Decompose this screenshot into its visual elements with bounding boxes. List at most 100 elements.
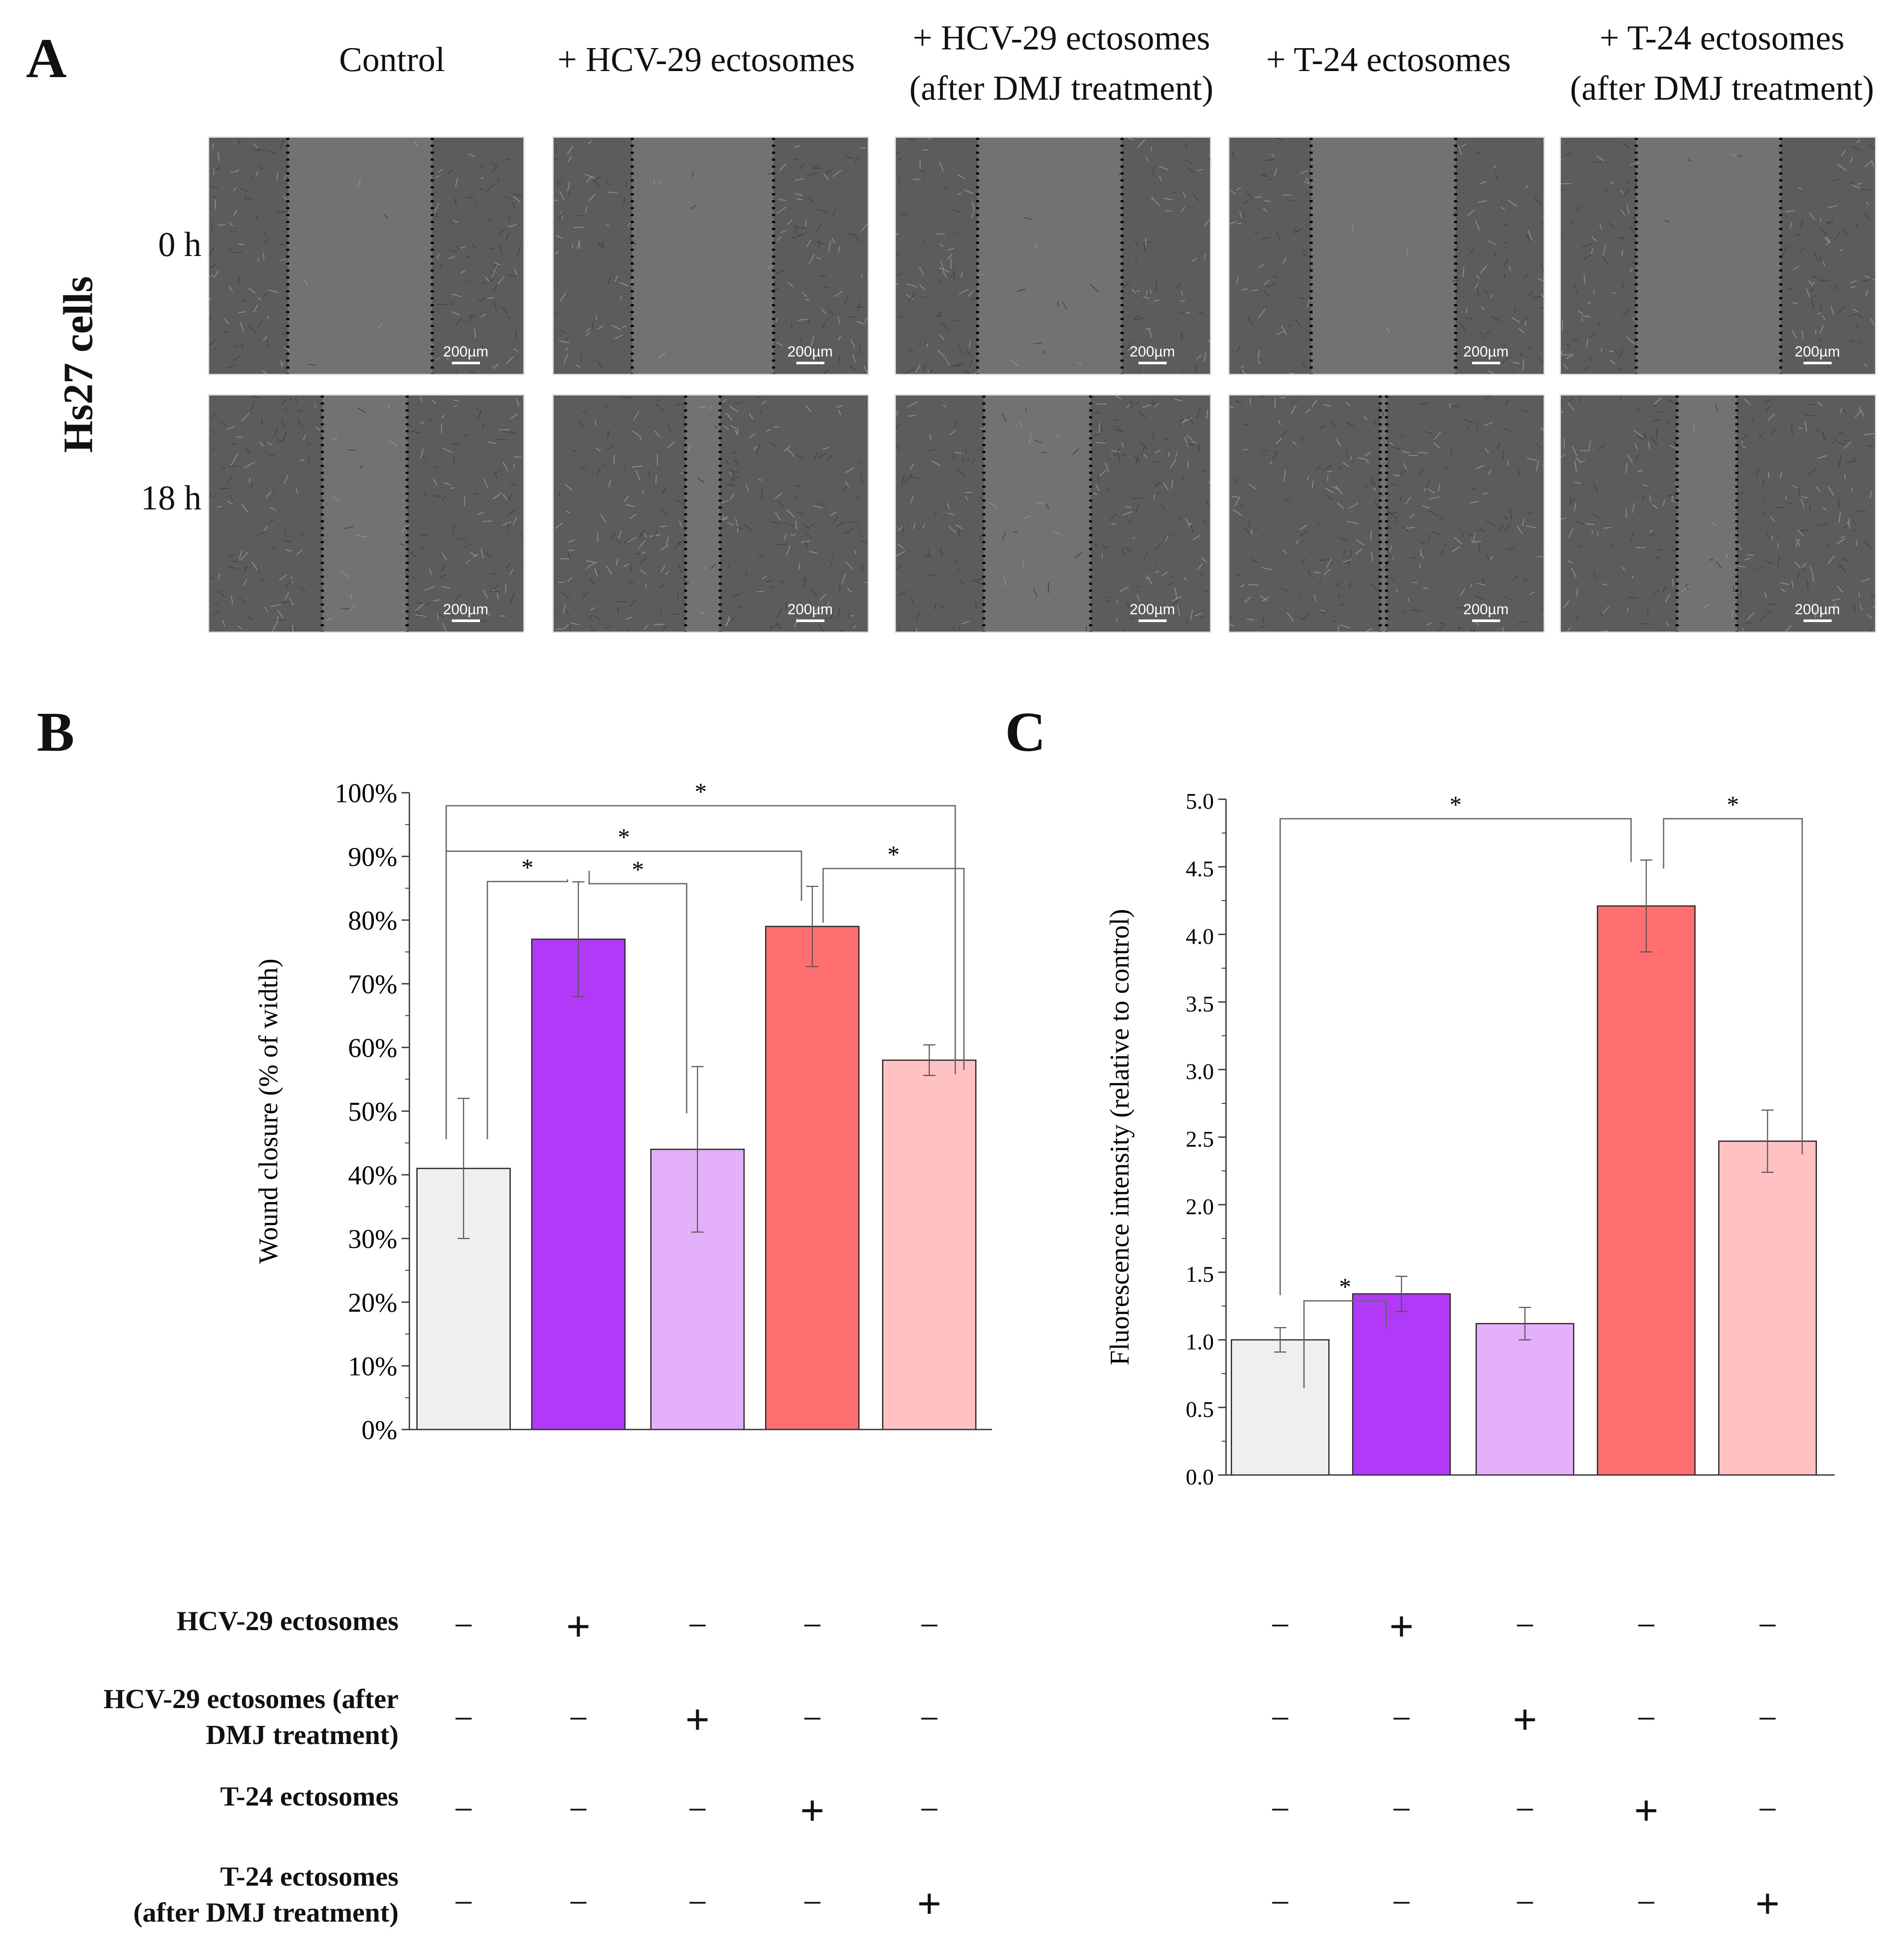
condition-absent-mark: −: [802, 1884, 822, 1922]
scale-bar-label: 200µm: [1130, 344, 1175, 360]
micrograph-image: 200µm: [1560, 136, 1876, 375]
y-tick-label: 5.0: [1186, 789, 1214, 814]
condition-present-mark: +: [800, 1786, 825, 1835]
condition-absent-mark: −: [1515, 1884, 1535, 1922]
column-header-line1: + T-24 ectosomes: [1266, 41, 1511, 79]
significance-star: *: [1450, 791, 1462, 818]
column-header-line1: + HCV-29 ectosomes: [557, 41, 855, 79]
time-row-label: 18 h: [141, 479, 201, 517]
column-header-line1: + HCV-29 ectosomes: [912, 19, 1210, 57]
significance-star: *: [888, 841, 900, 868]
scale-bar-label: 200µm: [788, 601, 833, 618]
condition-absent-mark: −: [1758, 1791, 1777, 1829]
significance-star: *: [632, 856, 644, 883]
y-tick-label: 2.0: [1186, 1195, 1214, 1219]
condition-absent-mark: −: [1392, 1884, 1411, 1922]
condition-absent-mark: −: [688, 1607, 707, 1645]
micrograph-image: 200µm: [208, 136, 525, 375]
micrograph-image: 200µm: [208, 394, 525, 633]
micrograph-image: 200µm: [552, 394, 869, 633]
column-header-line1: + T-24 ectosomes: [1599, 19, 1845, 57]
significance-bracket: [822, 868, 965, 1070]
y-tick-label: 70%: [348, 970, 397, 999]
condition-label: HCV-29 ectosomes (after DMJ treatment): [17, 1681, 399, 1753]
condition-label-line1: HCV-29 ectosomes (after: [103, 1683, 399, 1714]
condition-absent-mark: −: [568, 1884, 588, 1922]
significance-star: *: [1339, 1274, 1351, 1300]
column-header: Control: [197, 35, 587, 85]
condition-absent-mark: −: [1636, 1607, 1656, 1645]
condition-absent-mark: −: [1758, 1607, 1777, 1645]
condition-absent-mark: −: [1392, 1791, 1411, 1829]
condition-present-mark: +: [685, 1695, 710, 1744]
column-header-line1: Control: [339, 41, 445, 79]
y-tick-label: 40%: [348, 1161, 397, 1190]
scale-bar-label: 200µm: [788, 344, 833, 360]
condition-present-mark: +: [917, 1880, 942, 1928]
condition-absent-mark: −: [1636, 1700, 1656, 1738]
condition-present-mark: +: [1512, 1695, 1537, 1744]
column-header: + T-24 ectosomes (after DMJ treatment): [1527, 13, 1904, 113]
micrograph-image: 200µm: [895, 394, 1211, 633]
condition-absent-mark: −: [802, 1607, 822, 1645]
condition-absent-mark: −: [919, 1700, 939, 1738]
condition-absent-mark: −: [454, 1791, 474, 1829]
condition-absent-mark: −: [1270, 1700, 1290, 1738]
scale-bar-label: 200µm: [443, 601, 489, 618]
condition-absent-mark: −: [688, 1884, 707, 1922]
condition-absent-mark: −: [454, 1700, 474, 1738]
column-header: + HCV-29 ectosomes: [511, 35, 901, 85]
condition-absent-mark: −: [919, 1607, 939, 1645]
bar: [1718, 1140, 1817, 1476]
bar: [1476, 1323, 1574, 1476]
condition-absent-mark: −: [802, 1700, 822, 1738]
condition-label-line1: T-24 ectosomes: [220, 1781, 399, 1812]
significance-star: *: [1727, 791, 1739, 818]
condition-absent-mark: −: [568, 1791, 588, 1829]
significance-bracket: [1663, 818, 1803, 1154]
scale-bar-label: 200µm: [443, 344, 489, 360]
scale-bar-label: 200µm: [1795, 601, 1840, 618]
micrograph-image: 200µm: [895, 136, 1211, 375]
column-header: + T-24 ectosomes: [1194, 35, 1583, 85]
scale-bar-label: 200µm: [1130, 601, 1175, 618]
condition-absent-mark: −: [1515, 1607, 1535, 1645]
condition-absent-mark: −: [1270, 1884, 1290, 1922]
y-tick-label: 30%: [348, 1225, 397, 1254]
bar: [1231, 1339, 1330, 1476]
panel-b-letter: B: [37, 701, 75, 763]
condition-absent-mark: −: [568, 1700, 588, 1738]
significance-bracket: [445, 805, 956, 1139]
condition-absent-mark: −: [454, 1884, 474, 1922]
y-tick-label: 3.0: [1186, 1060, 1214, 1084]
column-header-line2: (after DMJ treatment): [909, 69, 1213, 107]
condition-label-line2: (after DMJ treatment): [133, 1897, 399, 1928]
condition-absent-mark: −: [454, 1607, 474, 1645]
wound-closure-chart: 0% 10% 20% 30% 40% 50% 60% 70% 80% 90% 100% Wound c…: [254, 778, 992, 1445]
significance-bracket: [487, 879, 568, 1139]
significance-star: *: [522, 854, 534, 881]
fluorescence-chart: 0.0 0.5 1.0 1.5 2.0 2.5 3.0 3.5 4.0 4.5 5.0 Fluores…: [1105, 789, 1835, 1490]
panel-c-letter: C: [1005, 701, 1046, 763]
y-tick-label: 10%: [348, 1352, 397, 1381]
y-tick-label: 80%: [348, 906, 397, 936]
y-tick-label: 0%: [361, 1416, 397, 1445]
y-tick-label: 0.5: [1186, 1397, 1214, 1422]
micrograph-image: 200µm: [1560, 394, 1876, 633]
significance-bracket: [588, 871, 688, 1113]
y-tick-label: 2.5: [1186, 1127, 1214, 1152]
significance-bracket: [1279, 818, 1632, 1295]
condition-present-mark: +: [1755, 1880, 1780, 1928]
significance-star: *: [695, 778, 707, 805]
bar: [531, 938, 626, 1430]
time-row-label: 0 h: [158, 226, 201, 264]
scale-bar-label: 200µm: [1463, 601, 1509, 618]
condition-absent-mark: −: [1270, 1607, 1290, 1645]
significance-bracket: [1303, 1300, 1387, 1388]
column-header-line2: (after DMJ treatment): [1570, 69, 1874, 107]
micrograph-image: 200µm: [1228, 394, 1545, 633]
condition-present-mark: +: [1634, 1786, 1659, 1835]
condition-present-mark: +: [1389, 1602, 1414, 1650]
cell-line-label: Hs27 cells: [55, 276, 101, 453]
condition-absent-mark: −: [919, 1791, 939, 1829]
